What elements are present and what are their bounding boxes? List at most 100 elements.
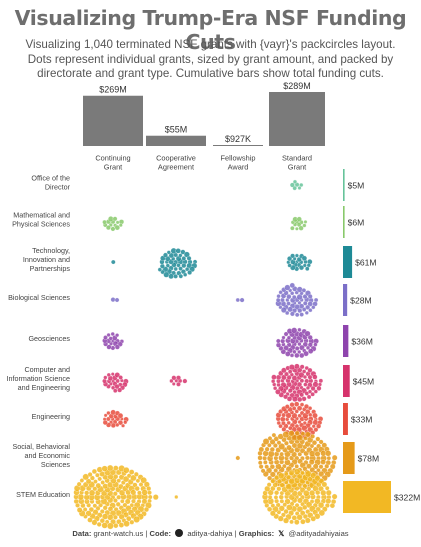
grant-dot (309, 443, 315, 449)
grant-dot (302, 263, 307, 268)
grant-dot (141, 489, 148, 496)
grant-dot (276, 440, 282, 445)
grant-dot (173, 274, 178, 279)
grant-dot (100, 480, 105, 485)
grant-dot (101, 522, 108, 529)
grant-dot (281, 426, 287, 432)
grant-dot (294, 312, 300, 318)
grant-dot (316, 423, 322, 429)
grant-dot (285, 351, 291, 357)
grant-dot (168, 273, 174, 280)
grant-dot (163, 271, 170, 278)
grant-dot (283, 331, 289, 337)
grant-dot (73, 498, 79, 504)
grant-dot (166, 250, 171, 255)
grant-dot (138, 482, 144, 487)
grant-dot (183, 272, 188, 277)
grant-dot (313, 427, 319, 433)
grant-dot (173, 266, 178, 272)
grant-dot (294, 182, 300, 187)
grant-dot (289, 282, 295, 289)
footer-data-value: grant-watch.us (93, 529, 144, 538)
grant-dot (135, 478, 141, 484)
grant-dot (295, 226, 299, 231)
grant-dot (309, 489, 316, 496)
grant-dot (282, 431, 290, 438)
grant-dot (310, 385, 316, 391)
grant-dot (267, 436, 273, 441)
grant-dot (118, 375, 123, 380)
directorate-label: Technology, Innovation and Partnerships (23, 246, 71, 273)
grant-dot (297, 327, 302, 332)
chart-title: Visualizing Trump-Era NSF Funding Cuts (14, 6, 407, 54)
grant-dot (287, 306, 293, 313)
grant-dot (281, 412, 286, 418)
grant-dot (303, 220, 308, 224)
grant-dot (111, 259, 116, 265)
grant-dot (296, 286, 303, 293)
grant-dot (103, 413, 108, 418)
grant-dot (115, 422, 120, 427)
grant-dot (318, 509, 326, 517)
grant-dot (286, 504, 293, 511)
grant-dot (321, 442, 328, 449)
grant-dot (320, 459, 326, 465)
footer-credits: Data: grant-watch.us | Code: aditya-dahi… (0, 529, 421, 538)
grant-dot (93, 479, 98, 484)
grant-dot (324, 463, 330, 469)
grant-dot (117, 387, 123, 393)
grant-dot (111, 385, 116, 390)
grant-type-bar (146, 135, 206, 146)
grant-dot (279, 482, 285, 488)
grant-dot (316, 385, 322, 391)
grant-dot (130, 474, 137, 482)
grant-dot (326, 455, 332, 461)
grant-dot (282, 502, 288, 507)
directorate-label: STEM Education (16, 490, 70, 499)
grant-dot (89, 475, 95, 481)
grant-dot (113, 388, 118, 393)
grant-dot (294, 401, 300, 407)
grant-dot (273, 386, 278, 391)
grant-dot (278, 505, 285, 512)
directorate-total-label: $6M (348, 218, 365, 228)
grant-dot (277, 515, 284, 522)
grant-dot (157, 267, 162, 272)
grant-dot (301, 255, 308, 261)
grant-dot (260, 468, 266, 474)
grant-dot (304, 431, 311, 438)
grant-dot (299, 378, 305, 383)
grant-dot (315, 490, 321, 496)
grant-dot (292, 185, 297, 191)
directorate-total-label: $61M (355, 258, 377, 268)
grant-dot (103, 375, 108, 380)
grant-dot (302, 301, 308, 306)
grant-type-bar (213, 145, 263, 146)
grant-dot (281, 335, 286, 340)
grant-dot (289, 311, 295, 317)
grant-dot (102, 378, 107, 384)
grant-dot (304, 365, 309, 371)
grant-dot (257, 455, 263, 461)
footer-data-label: Data: (72, 529, 92, 538)
grant-dot (291, 406, 297, 411)
grant-dot (302, 374, 307, 380)
grant-dot (76, 507, 83, 513)
grant-dot (325, 498, 332, 504)
grant-dot (174, 495, 179, 499)
grant-dot (290, 291, 295, 296)
grant-dot (113, 498, 118, 503)
grant-dot (79, 478, 85, 483)
grant-dot (113, 474, 119, 480)
grant-dot (283, 517, 290, 524)
grant-dot (95, 472, 100, 478)
grant-dot (298, 371, 305, 378)
grant-dot (181, 263, 187, 269)
grant-dot (325, 450, 332, 457)
grant-dot (302, 341, 308, 348)
grant-dot (76, 481, 82, 487)
grant-dot (306, 394, 312, 400)
grant-dot (284, 440, 289, 446)
grant-dot (297, 341, 302, 347)
grant-dot (82, 507, 88, 512)
